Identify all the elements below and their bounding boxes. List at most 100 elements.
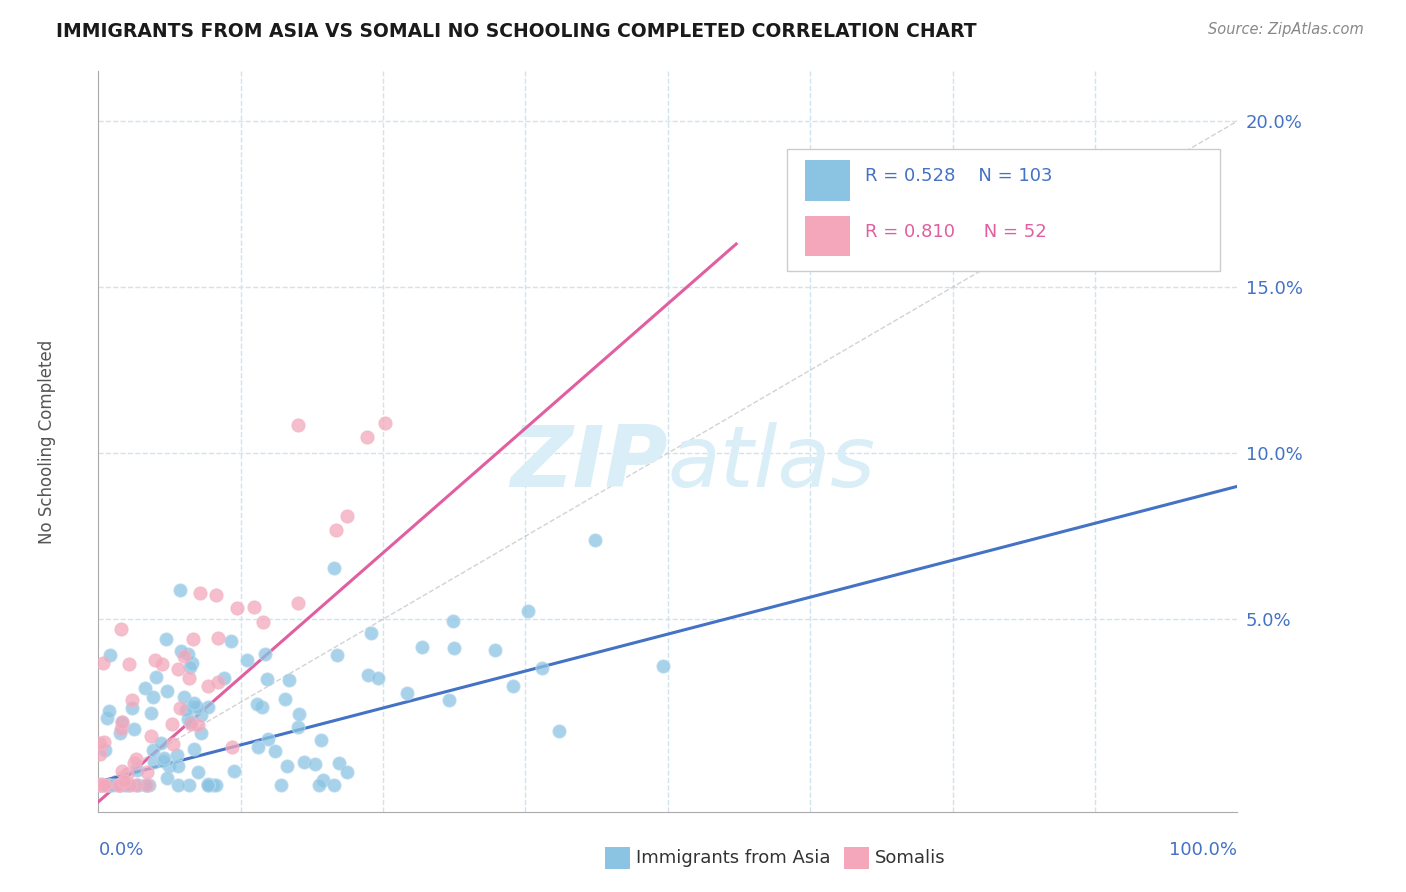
Point [110, 623, 132, 637]
Point [176, 703, 198, 717]
Point [190, 586, 212, 600]
Text: 100.0%: 100.0% [1170, 841, 1237, 859]
Point [374, 416, 396, 430]
Point [139, 729, 162, 743]
Text: R = 0.810     N = 52: R = 0.810 N = 52 [865, 223, 1046, 241]
Point [252, 615, 274, 630]
Point [152, 754, 174, 768]
Point [180, 716, 202, 731]
Point [108, 778, 131, 792]
Point [197, 777, 219, 791]
Point [311, 732, 333, 747]
Point [169, 700, 191, 714]
Point [93, 778, 115, 792]
Text: Immigrants from Asia: Immigrants from Asia [636, 849, 830, 867]
Point [98, 778, 121, 792]
Point [531, 661, 554, 675]
Point [135, 778, 157, 792]
Point [153, 751, 176, 765]
Point [121, 701, 143, 715]
Point [181, 699, 204, 714]
Point [328, 756, 350, 771]
Point [162, 737, 184, 751]
Point [183, 742, 205, 756]
Point [110, 722, 132, 736]
Point [155, 632, 177, 647]
Point [207, 675, 229, 690]
Point [176, 648, 198, 662]
Point [162, 717, 184, 731]
Point [170, 644, 193, 658]
Point [89, 778, 111, 792]
Point [179, 671, 201, 685]
Point [263, 744, 285, 758]
Point [117, 778, 139, 792]
Point [270, 778, 292, 792]
Point [91, 778, 114, 792]
Point [98, 704, 121, 718]
Point [179, 715, 201, 730]
Point [443, 641, 465, 656]
Text: ZIP: ZIP [510, 422, 668, 505]
Point [443, 615, 465, 629]
Point [411, 640, 433, 654]
Point [121, 692, 143, 706]
Point [143, 653, 166, 667]
Point [360, 625, 382, 640]
Point [124, 778, 146, 792]
Point [180, 656, 202, 670]
Point [166, 759, 188, 773]
Point [96, 711, 118, 725]
Point [181, 632, 204, 646]
Point [143, 756, 166, 770]
Point [111, 764, 134, 778]
FancyBboxPatch shape [787, 149, 1220, 271]
Point [257, 731, 280, 746]
Point [93, 735, 115, 749]
Point [90, 777, 112, 791]
Point [173, 648, 195, 663]
Point [115, 766, 138, 780]
Point [226, 600, 249, 615]
Point [250, 699, 273, 714]
Point [101, 778, 124, 792]
Point [304, 756, 326, 771]
Point [135, 778, 157, 792]
Point [127, 763, 149, 777]
Point [125, 752, 148, 766]
Point [135, 778, 157, 792]
Point [190, 708, 212, 723]
Point [166, 662, 188, 676]
Point [114, 778, 136, 792]
Point [221, 633, 243, 648]
Point [335, 764, 357, 779]
Point [253, 647, 276, 661]
Point [173, 690, 195, 704]
Point [221, 740, 243, 755]
Point [93, 743, 115, 757]
Point [136, 764, 159, 779]
Point [323, 561, 346, 575]
Point [118, 657, 141, 671]
Point [292, 756, 315, 770]
Point [89, 747, 111, 762]
Point [256, 672, 278, 686]
Point [186, 699, 208, 714]
Point [326, 648, 349, 662]
Point [98, 648, 121, 662]
Point [90, 778, 112, 792]
Point [138, 778, 160, 792]
Point [108, 778, 131, 792]
Point [89, 736, 111, 750]
Point [207, 631, 229, 645]
Point [179, 660, 201, 674]
Point [224, 764, 246, 778]
Point [108, 726, 131, 740]
Point [197, 679, 219, 693]
Point [274, 692, 297, 706]
Point [236, 652, 259, 666]
Point [183, 696, 205, 710]
Point [287, 720, 309, 734]
Point [197, 778, 219, 792]
Text: Source: ZipAtlas.com: Source: ZipAtlas.com [1208, 22, 1364, 37]
